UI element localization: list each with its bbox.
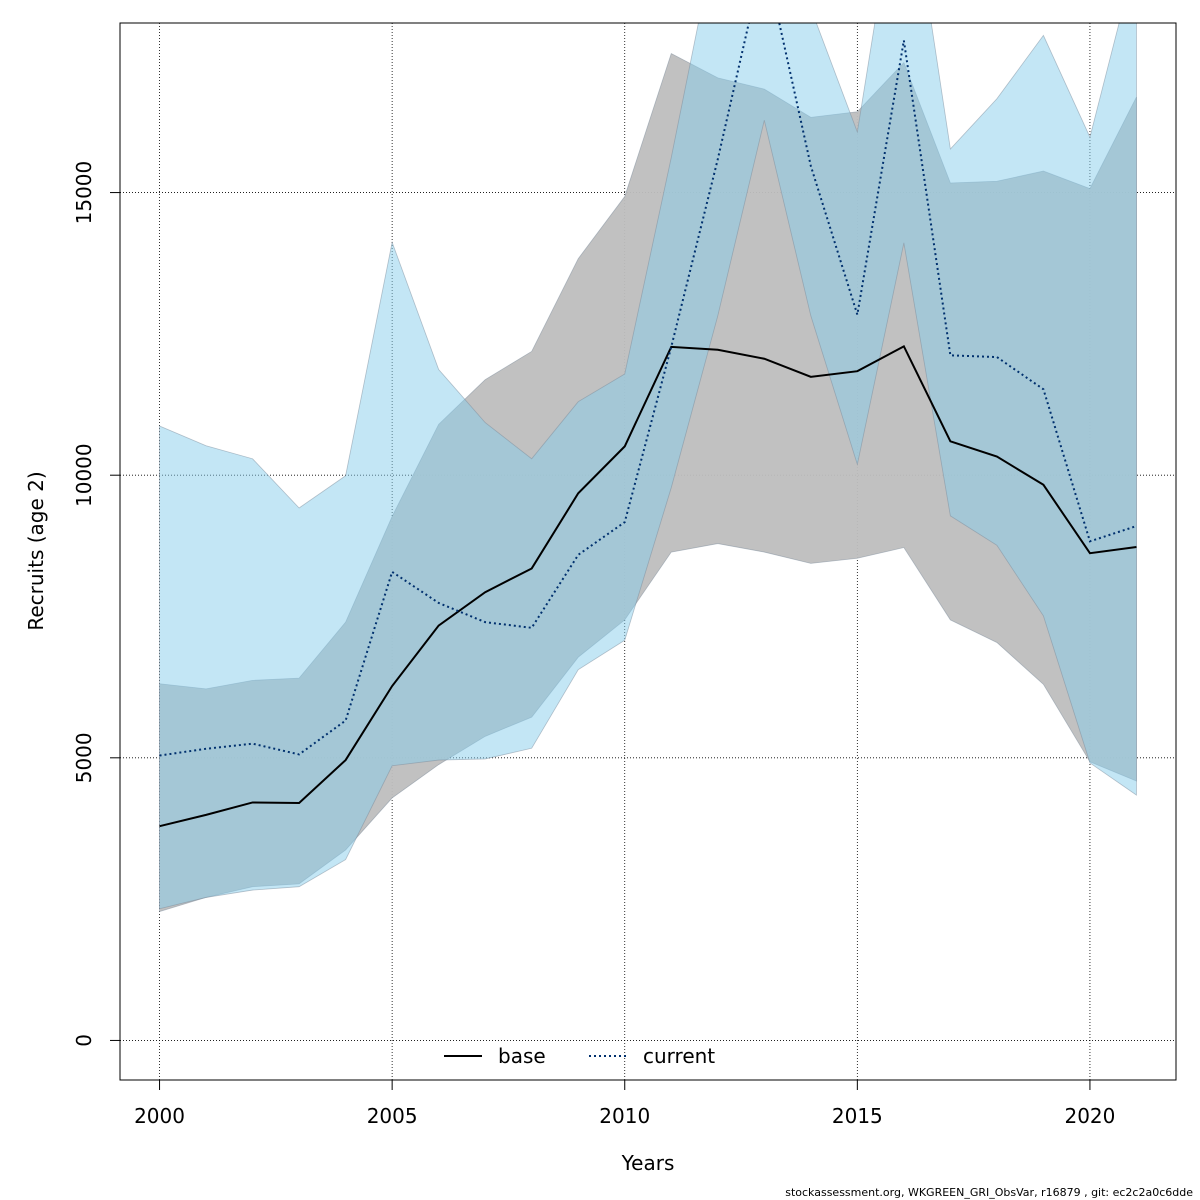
x-axis-title: Years bbox=[621, 1151, 675, 1175]
footer-note: stockassessment.org, WKGREEN_GRI_ObsVar,… bbox=[785, 1186, 1193, 1199]
legend-current-label: current bbox=[643, 1044, 715, 1068]
x-tick-label: 2000 bbox=[134, 1104, 185, 1128]
x-tick-label: 2020 bbox=[1064, 1104, 1115, 1128]
x-tick-label: 2010 bbox=[599, 1104, 650, 1128]
line-base bbox=[159, 344, 1137, 828]
y-tick-label: 15000 bbox=[72, 161, 96, 225]
y-axis-title: Recruits (age 2) bbox=[24, 471, 48, 630]
x-tick-label: 2005 bbox=[367, 1104, 418, 1128]
confidence-bands bbox=[159, 23, 1137, 913]
band-current bbox=[159, 23, 1137, 910]
series-lines bbox=[159, 23, 1137, 828]
x-tick-label: 2015 bbox=[832, 1104, 883, 1128]
x-axis: 2000 2005 2010 2015 2020 bbox=[134, 1079, 1115, 1128]
line-current bbox=[159, 23, 1137, 757]
y-tick-label: 0 bbox=[72, 1034, 96, 1047]
y-axis: 0 5000 10000 15000 bbox=[72, 161, 121, 1047]
legend-base-label: base bbox=[498, 1044, 546, 1068]
y-tick-label: 5000 bbox=[72, 732, 96, 783]
y-tick-label: 10000 bbox=[72, 443, 96, 507]
legend: base current bbox=[444, 1044, 715, 1068]
